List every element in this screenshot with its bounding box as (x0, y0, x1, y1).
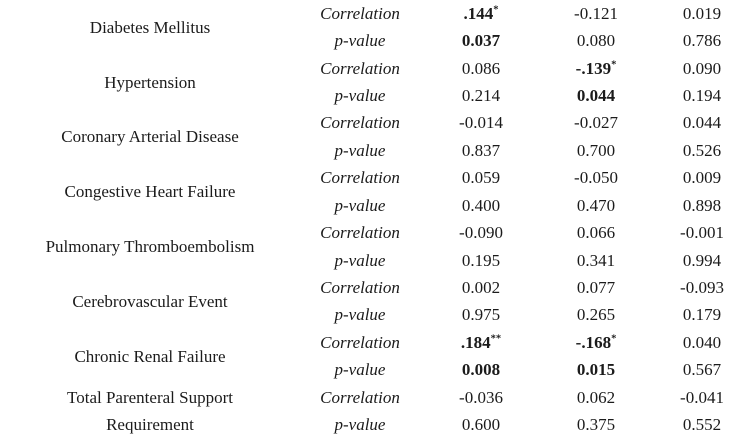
condition-name: Diabetes Mellitus (89, 17, 211, 37)
p-value-value: 0.037 (461, 31, 501, 51)
correlation-value: 0.044 (682, 113, 722, 133)
condition-name: Hypertension (104, 72, 196, 92)
significance-asterisk: ** (490, 333, 502, 345)
correlation-value: 0.059 (461, 168, 501, 188)
condition-name: Coronary Arterial Disease (61, 127, 239, 147)
stat-label-p-value: p-value (334, 250, 386, 270)
stat-label-p-value: p-value (334, 140, 386, 160)
correlation-value: -0.041 (680, 387, 724, 407)
correlation-value: 0.086 (461, 58, 501, 78)
stat-label-p-value: p-value (334, 360, 386, 380)
correlation-value: 0.040 (682, 332, 722, 352)
p-value-value: 0.400 (461, 195, 501, 215)
table-row-p-value: p-value 0.837 0.700 0.526 (0, 137, 754, 164)
p-value-value: 0.470 (576, 195, 616, 215)
table-row-p-value: p-value 0.600 0.375 0.552 (0, 411, 754, 439)
stat-label-p-value: p-value (334, 31, 386, 51)
p-value-value: 0.975 (461, 305, 501, 325)
table-row-correlation: Pulmonary Thromboembolism Correlation -0.0… (0, 219, 754, 256)
correlation-value: -.168* (575, 332, 617, 352)
significance-asterisk: * (611, 333, 617, 345)
p-value-value: 0.341 (576, 250, 616, 270)
table-row-correlation: Congestive Heart Failure Correlation 0.059… (0, 165, 754, 201)
stat-label-p-value: p-value (334, 305, 386, 325)
p-value-value: 0.837 (461, 140, 501, 160)
table-row-correlation: Hypertension Correlation 0.086 -.139* 0.090 (0, 55, 754, 92)
table-row-p-value: p-value 0.195 0.341 0.994 (0, 247, 754, 274)
table-row-p-value: p-value 0.975 0.265 0.179 (0, 302, 754, 329)
significance-asterisk: * (611, 58, 617, 70)
stat-label-p-value: p-value (334, 85, 386, 105)
correlation-value: .184** (460, 332, 502, 352)
p-value-value: 0.015 (576, 360, 616, 380)
table-row-correlation: Coronary Arterial Disease Correlation -0.0… (0, 110, 754, 146)
correlation-value: -0.090 (459, 223, 503, 243)
correlation-value: 0.090 (682, 58, 722, 78)
table-row-p-value: p-value 0.400 0.470 0.898 (0, 192, 754, 219)
significance-asterisk: * (493, 4, 499, 16)
correlation-value: .144* (463, 3, 499, 23)
stat-label-correlation: Correlation (320, 223, 400, 243)
p-value-value: 0.194 (682, 85, 722, 105)
p-value-value: 0.179 (682, 305, 722, 325)
table-row-correlation: Total Parenteral Support Requirement Corr… (0, 384, 754, 435)
correlation-value: -0.121 (574, 3, 618, 23)
stat-label-correlation: Correlation (320, 3, 400, 23)
table-row-correlation: Diabetes Mellitus Correlation .144* -0.121 0… (0, 0, 754, 37)
stat-label-correlation: Correlation (320, 168, 400, 188)
correlation-value: -.139* (575, 58, 617, 78)
p-value-value: 0.898 (682, 195, 722, 215)
p-value-value: 0.214 (461, 85, 501, 105)
p-value-value: 0.994 (682, 250, 722, 270)
correlation-value: -0.036 (459, 387, 503, 407)
correlation-value: 0.019 (682, 3, 722, 23)
condition-name: Chronic Renal Failure (74, 346, 226, 366)
correlation-value: -0.050 (574, 168, 618, 188)
table-row-correlation: Chronic Renal Failure Correlation .184** -.… (0, 329, 754, 366)
correlation-value: -0.001 (680, 223, 724, 243)
table-row-p-value: p-value 0.008 0.015 0.567 (0, 356, 754, 383)
p-value-value: 0.044 (576, 85, 616, 105)
condition-name: Total Parenteral Support Requirement (67, 388, 233, 435)
stat-label-p-value: p-value (334, 415, 386, 435)
table-row-p-value: p-value 0.214 0.044 0.194 (0, 82, 754, 109)
condition-name: Pulmonary Thromboembolism (45, 237, 255, 257)
p-value-value: 0.786 (682, 31, 722, 51)
correlation-value: -0.093 (680, 277, 724, 297)
correlation-value: 0.002 (461, 277, 501, 297)
p-value-value: 0.700 (576, 140, 616, 160)
stat-label-correlation: Correlation (320, 277, 400, 297)
table-row-correlation: Cerebrovascular Event Correlation 0.002 0.0… (0, 274, 754, 311)
stat-label-p-value: p-value (334, 195, 386, 215)
condition-name: Cerebrovascular Event (72, 291, 228, 311)
p-value-value: 0.265 (576, 305, 616, 325)
p-value-value: 0.552 (682, 415, 722, 435)
p-value-value: 0.195 (461, 250, 501, 270)
p-value-value: 0.080 (576, 31, 616, 51)
stat-label-correlation: Correlation (320, 58, 400, 78)
p-value-value: 0.600 (461, 415, 501, 435)
correlation-value: 0.062 (576, 387, 616, 407)
stat-label-correlation: Correlation (320, 387, 400, 407)
correlation-value: 0.009 (682, 168, 722, 188)
correlation-value: 0.066 (576, 223, 616, 243)
table-row-p-value: p-value 0.037 0.080 0.786 (0, 27, 754, 54)
correlation-value: 0.077 (576, 277, 616, 297)
p-value-value: 0.008 (461, 360, 501, 380)
stat-label-correlation: Correlation (320, 332, 400, 352)
condition-name: Congestive Heart Failure (64, 182, 236, 202)
stat-label-correlation: Correlation (320, 113, 400, 133)
p-value-value: 0.375 (576, 415, 616, 435)
correlation-value: -0.014 (459, 113, 503, 133)
correlation-value: -0.027 (574, 113, 618, 133)
p-value-value: 0.567 (682, 360, 722, 380)
p-value-value: 0.526 (682, 140, 722, 160)
